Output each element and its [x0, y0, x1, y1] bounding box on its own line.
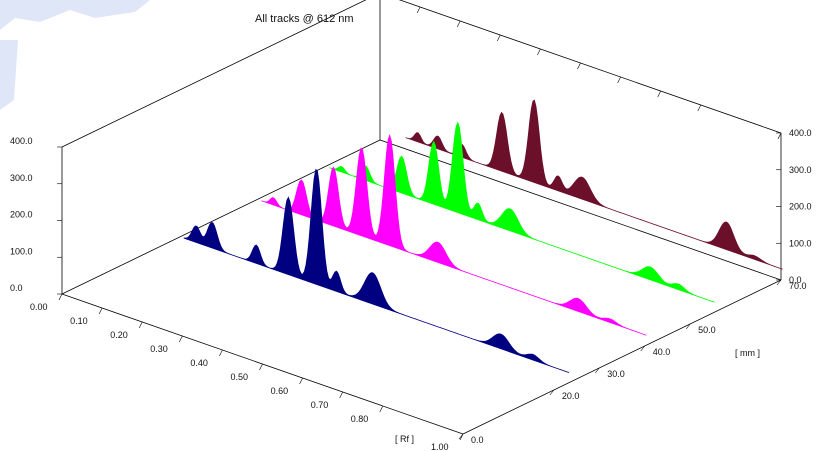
x-tick-back [777, 132, 782, 140]
z-tick [685, 323, 691, 330]
z-tick-label: 70.0 [789, 281, 807, 291]
mm-base-axis [462, 279, 782, 435]
x-tick-back [657, 90, 661, 98]
x-tick-back [697, 104, 702, 112]
tracks-layer [183, 99, 783, 373]
z-tick [640, 345, 645, 352]
x-tick [179, 335, 183, 343]
y-tick-label-left: 400.0 [10, 136, 33, 146]
x-tick [259, 363, 263, 371]
z-tick [776, 279, 782, 286]
track-series-area [261, 133, 647, 336]
x-tick-label: 0.50 [231, 372, 249, 382]
back-floor-edge [379, 139, 782, 281]
x-tick [339, 391, 343, 399]
x-tick [299, 377, 303, 385]
x-tick-back [416, 6, 421, 14]
z-tick-label: 40.0 [653, 347, 671, 357]
x-tick-back [617, 76, 621, 84]
z-tick-label: 50.0 [698, 325, 716, 335]
y-tick-label-left: 100.0 [10, 246, 33, 256]
y-tick-label-right: 200.0 [789, 202, 812, 212]
x-tick-label: 0.00 [30, 302, 48, 312]
x-tick-label: 0.40 [190, 358, 208, 368]
z-tick-label: 30.0 [607, 369, 625, 379]
track-series-area [183, 169, 570, 373]
x-tick-label: 0.10 [70, 316, 88, 326]
y-tick-label-right: 300.0 [789, 165, 812, 175]
track-series-area [405, 99, 783, 270]
y-tick-label-right: 400.0 [789, 128, 812, 138]
y-tick-label-left: 300.0 [10, 173, 33, 183]
axes-frame [57, 0, 782, 441]
z-tick [458, 433, 464, 440]
x-tick-back [577, 62, 581, 70]
y-tick-label-right: 0.0 [789, 275, 802, 285]
y-tick-label-left: 200.0 [10, 210, 33, 220]
z-axis-label: [ mm ] [735, 348, 760, 358]
z-tick-label: 0.0 [471, 435, 484, 445]
left-floor-edge [61, 139, 381, 295]
y-tick-label-right: 100.0 [789, 238, 812, 248]
x-tick-label: 0.80 [351, 414, 369, 424]
x-tick-label: 0.30 [150, 344, 168, 354]
watermark-logo [0, 0, 150, 110]
back-top-left-edge [61, 0, 367, 148]
x-tick [98, 307, 103, 315]
back-top-edge [398, 0, 782, 134]
x-axis-label: [ Rf ] [395, 434, 414, 444]
x-tick-back [456, 20, 461, 28]
x-tick [58, 293, 63, 301]
x-tick-label: 0.70 [311, 400, 329, 410]
x-tick-back [497, 34, 501, 42]
x-tick [219, 349, 223, 357]
z-tick [595, 367, 600, 374]
x-tick [138, 321, 143, 329]
z-tick [549, 389, 555, 396]
x-tick-label: 1.00 [431, 442, 449, 451]
x-tick-label: 0.60 [271, 386, 289, 396]
chart-title: All tracks @ 612 nm [255, 13, 354, 25]
x-tick-label: 0.20 [110, 330, 128, 340]
tick-labels: 0.0 0.0 100.0 100.0 200.0 200.0 300.0 300.0 400.… [10, 128, 812, 451]
x-tick [379, 405, 384, 413]
z-tick-label: 20.0 [562, 391, 580, 401]
x-tick-back [537, 48, 541, 56]
y-tick-label-left: 0.0 [10, 283, 23, 293]
